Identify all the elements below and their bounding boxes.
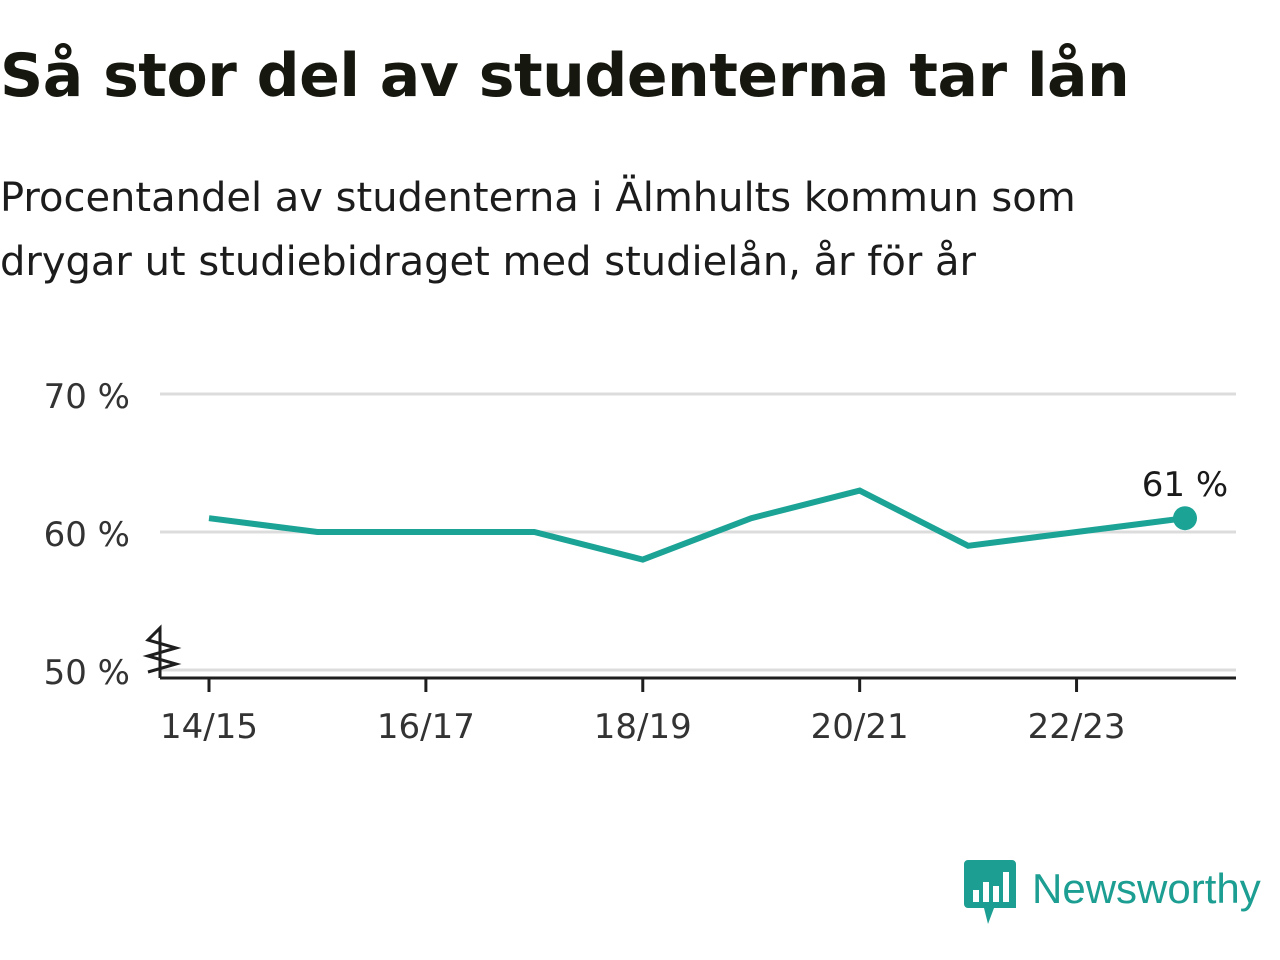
x-tick-label: 14/15 [160, 707, 258, 747]
x-tick-label: 16/17 [377, 707, 475, 747]
annotations: 61 % [1142, 465, 1228, 505]
x-tick-label: 18/19 [594, 707, 692, 747]
y-tick-label: 50 % [44, 653, 130, 693]
y-axis: 50 % 60 % 70 % [44, 377, 182, 693]
y-tick-label: 60 % [44, 515, 130, 555]
newsworthy-brand: Newsworthy [964, 860, 1261, 926]
newsworthy-logo-icon [964, 860, 1016, 924]
x-axis: 14/15 16/17 18/19 20/21 22/23 [160, 676, 1236, 747]
last-point-marker [1173, 506, 1197, 531]
value-annotation: 61 % [1142, 465, 1228, 505]
x-tick-label: 22/23 [1028, 707, 1126, 747]
series-line [208, 487, 1186, 563]
y-tick-label: 70 % [44, 377, 130, 417]
axis-break-marker [142, 624, 182, 678]
brand-name: Newsworthy [1032, 865, 1261, 912]
chart-subtitle: Procentandel av studenterna i Älmhults k… [0, 175, 1076, 285]
series [208, 487, 1197, 563]
line-chart: 50 % 60 % 70 % 14/15 16/17 18/19 20/21 22/23 6… [44, 377, 1236, 747]
x-tick-label: 20/21 [811, 707, 909, 747]
chart-title: Så stor del av studenterna tar lån [0, 41, 1130, 111]
